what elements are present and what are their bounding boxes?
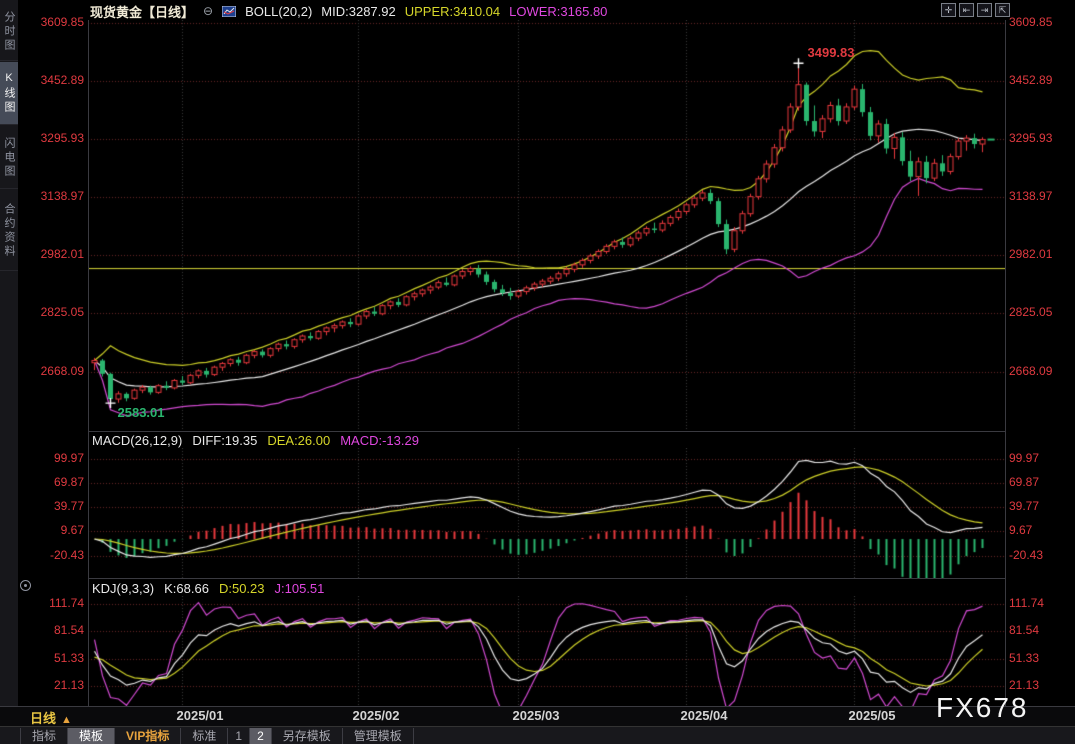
y-axis-label: 2982.01 [1009,247,1053,262]
toolbar-item-6[interactable]: 2 [250,727,272,744]
collapse-panel-icon[interactable]: ⊖ [203,4,214,18]
kdj-k-value: K:68.66 [164,581,209,596]
y-axis-label: 2825.05 [40,305,84,320]
bottom-toolbar: 指标 模板 VIP指标 标准 1 2 另存模板 管理模板 [0,726,1075,744]
y-axis-label: 2668.09 [40,363,84,378]
y-axis-label: 39.77 [53,499,84,513]
toolbar-item-4[interactable]: 标准 [181,727,229,744]
x-axis-strip [0,706,1075,727]
period-selector-label: 日线 [30,711,57,726]
y-axis-label: 3138.97 [1009,189,1053,204]
restore-view-icon[interactable]: ⇱ [995,3,1010,17]
y-axis-label: 111.74 [49,595,84,610]
x-axis-label: 2025/04 [680,708,728,723]
y-axis-label: 21.13 [1009,678,1040,693]
y-axis-label: 69.87 [1009,474,1040,489]
y-axis-label: 2825.05 [1009,305,1053,320]
y-axis-label: -20.43 [1009,547,1044,562]
y-axis-label: 99.97 [53,450,84,465]
y-axis-label: 3452.89 [1009,72,1053,87]
macd-diff-value: DIFF:19.35 [192,433,258,448]
period-tag: 【日线】 [142,4,195,20]
chart-window-controls: ✛ ⇤ ⇥ ⇱ [941,3,1010,17]
y-axis-label: 81.54 [53,623,84,638]
kdj-d-value: D:50.23 [218,581,265,596]
kdj-panel-divider [88,578,1005,579]
toolbar-item-8[interactable]: 管理模板 [343,727,414,744]
chart-left-border [88,20,89,706]
x-axis-label: 2025/05 [848,708,896,723]
boll-lower-value: LOWER:3165.80 [509,3,608,19]
boll-upper-value: UPPER:3410.04 [404,3,501,19]
x-axis-label: 2025/01 [176,708,224,723]
y-axis-label: 2982.01 [40,247,84,262]
toolbar-item-7[interactable]: 另存模板 [272,727,343,744]
boll-params-label: BOLL(20,2) [245,3,313,19]
chart-header: 现货黄金【日线】 ⊖ BOLL(20,2) MID:3287.92 UPPER:… [90,2,607,20]
y-axis-label: 51.33 [1009,650,1040,665]
high-price-annotation: 3499.83 [807,45,855,61]
y-axis-label: 9.67 [1009,523,1033,538]
y-axis-label: 3138.97 [40,189,84,204]
chart-right-border [1005,20,1006,706]
macd-macd-value: MACD:-13.29 [340,433,419,448]
sidebar-tab-1[interactable]: 分时图 [0,4,18,61]
y-axis-label: 99.97 [1009,450,1040,465]
kdj-panel-canvas[interactable] [88,596,1005,706]
y-axis-label: 51.33 [53,650,84,665]
zoom-out-icon[interactable]: ⇥ [977,3,992,17]
toolbar-item-5[interactable]: 1 [228,727,251,744]
y-axis-label: 3452.89 [40,72,84,87]
period-dropdown-arrow-icon: ▲ [61,714,72,726]
y-axis-label: 3295.93 [1009,130,1053,145]
sidebar-tab-3[interactable]: 闪电图 [0,128,18,189]
y-axis-label: 3609.85 [1009,14,1053,29]
zoom-range-icon[interactable]: ⇤ [959,3,974,17]
y-axis-label: 3295.93 [40,130,84,145]
macd-dea-value: DEA:26.00 [267,433,331,448]
x-axis-label: 2025/03 [512,708,560,723]
main-price-chart-canvas[interactable] [88,20,1005,431]
sidebar-tab-2[interactable]: K线图 [0,62,18,125]
kdj-panel-toggle-icon[interactable] [20,580,31,591]
y-axis-label: 69.87 [53,474,84,489]
toolbar-item-3[interactable]: VIP指标 [115,727,182,744]
symbol-title: 现货黄金 [90,4,143,20]
y-axis-label: 2668.09 [1009,363,1053,378]
macd-params-label: MACD(26,12,9) [92,433,183,448]
y-axis-label: 9.67 [60,523,84,538]
y-axis-label: 39.77 [1009,499,1040,513]
crosshair-move-icon[interactable]: ✛ [941,3,956,17]
toolbar-item-2[interactable]: 模板 [68,727,116,744]
toolbar-item-1[interactable]: 指标 [20,727,69,744]
macd-panel-divider [88,431,1005,432]
y-axis-label: 81.54 [1009,623,1040,638]
y-axis-label: 3609.85 [40,14,84,29]
sidebar-tab-4[interactable]: 合约资料 [0,192,18,271]
mini-chart-icon [222,5,237,17]
y-axis-label: -20.43 [49,547,84,562]
kdj-j-value: J:105.51 [274,581,325,596]
y-axis-label: 21.13 [53,678,84,693]
brand-watermark: FX678 [936,692,1029,723]
macd-header: MACD(26,12,9) DIFF:19.35 DEA:26.00 MACD:… [92,433,419,448]
boll-mid-value: MID:3287.92 [321,3,396,19]
kdj-params-label: KDJ(9,3,3) [92,581,155,596]
period-selector[interactable]: 日线 ▲ [30,708,72,727]
y-axis-label: 111.74 [1009,595,1044,610]
macd-panel-canvas[interactable] [88,448,1005,578]
low-price-annotation: 2583.01 [117,405,165,421]
kdj-header: KDJ(9,3,3) K:68.66 D:50.23 J:105.51 [92,581,324,596]
x-axis-label: 2025/02 [352,708,400,723]
chart-type-sidebar: 分时图 K线图闪电图合约资料 [0,0,18,706]
